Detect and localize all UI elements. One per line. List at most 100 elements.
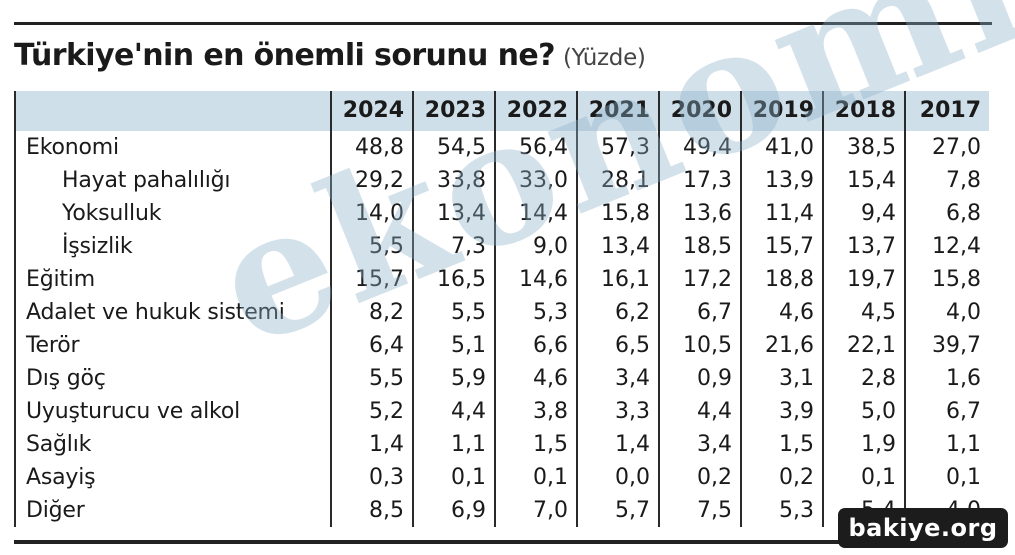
column-header: 2019 [740,91,823,131]
value-cell: 0,2 [740,461,823,494]
value-cell: 3,1 [740,362,823,395]
value-cell: 6,7 [904,395,989,428]
value-cell: 17,3 [658,164,741,197]
row-label: Adalet ve hukuk sistemi [14,296,331,329]
table-row: Adalet ve hukuk sistemi 8,2 5,5 5,3 6,2 6,7 4,… [14,296,989,329]
value-cell: 7,5 [658,494,741,527]
value-cell: 21,6 [740,329,823,362]
value-cell: 0,1 [822,461,905,494]
value-cell: 14,0 [330,197,413,230]
row-label: Yoksulluk [14,197,331,230]
table-row: Sağlık 1,4 1,1 1,5 1,4 3,4 1,5 1,9 1,1 [14,428,989,461]
value-cell: 7,0 [494,494,577,527]
value-cell: 0,0 [576,461,659,494]
table-row: İşsizlik 5,5 7,3 9,0 13,4 18,5 15,7 13,7 12,4 [14,230,989,263]
site-badge: bakiye.org [838,508,1008,548]
value-cell: 1,5 [740,428,823,461]
header-label-cell [14,91,331,131]
table-row: Hayat pahalılığı 29,2 33,8 33,0 28,1 17,3 13,9… [14,164,989,197]
value-cell: 4,4 [658,395,741,428]
value-cell: 14,4 [494,197,577,230]
value-cell: 17,2 [658,263,741,296]
value-cell: 5,2 [330,395,413,428]
row-label: Uyuşturucu ve alkol [14,395,331,428]
value-cell: 56,4 [494,131,577,164]
value-cell: 3,8 [494,395,577,428]
data-table: 2024 2023 2022 2021 2020 2019 2018 2017 … [14,91,989,527]
value-cell: 18,5 [658,230,741,263]
table-row: Yoksulluk 14,0 13,4 14,4 15,8 13,6 11,4 9,4 6,8 [14,197,989,230]
value-cell: 22,1 [822,329,905,362]
value-cell: 33,8 [412,164,495,197]
table-row: Ekonomi 48,8 54,5 56,4 57,3 49,4 41,0 38,5 27,0 [14,131,989,164]
table-row: Asayiş 0,3 0,1 0,1 0,0 0,2 0,2 0,1 0,1 [14,461,989,494]
value-cell: 12,4 [904,230,989,263]
value-cell: 4,4 [412,395,495,428]
value-cell: 5,0 [822,395,905,428]
value-cell: 8,2 [330,296,413,329]
value-cell: 0,3 [330,461,413,494]
value-cell: 6,5 [576,329,659,362]
value-cell: 3,4 [658,428,741,461]
row-label: Sağlık [14,428,331,461]
value-cell: 16,1 [576,263,659,296]
value-cell: 5,3 [740,494,823,527]
value-cell: 5,5 [330,362,413,395]
value-cell: 6,4 [330,329,413,362]
value-cell: 15,4 [822,164,905,197]
value-cell: 0,1 [494,461,577,494]
table-body: Ekonomi 48,8 54,5 56,4 57,3 49,4 41,0 38,5 27,0 H… [14,131,989,527]
value-cell: 1,1 [904,428,989,461]
value-cell: 15,8 [904,263,989,296]
value-cell: 6,9 [412,494,495,527]
value-cell: 5,9 [412,362,495,395]
value-cell: 4,5 [822,296,905,329]
value-cell: 13,4 [576,230,659,263]
value-cell: 13,6 [658,197,741,230]
value-cell: 57,3 [576,131,659,164]
value-cell: 38,5 [822,131,905,164]
value-cell: 2,8 [822,362,905,395]
table-row: Uyuşturucu ve alkol 5,2 4,4 3,8 3,3 4,4 3,9 5,0… [14,395,989,428]
table-header-row: 2024 2023 2022 2021 2020 2019 2018 2017 [14,91,989,131]
value-cell: 54,5 [412,131,495,164]
value-cell: 5,1 [412,329,495,362]
value-cell: 5,5 [330,230,413,263]
value-cell: 8,5 [330,494,413,527]
top-rule [14,22,992,25]
value-cell: 33,0 [494,164,577,197]
value-cell: 28,1 [576,164,659,197]
row-label: Asayiş [14,461,331,494]
row-label: Dış göç [14,362,331,395]
value-cell: 9,0 [494,230,577,263]
value-cell: 0,9 [658,362,741,395]
page-title: Türkiye'nin en önemli sorunu ne? [14,38,556,73]
value-cell: 1,4 [330,428,413,461]
value-cell: 5,7 [576,494,659,527]
value-cell: 14,6 [494,263,577,296]
column-header: 2021 [576,91,659,131]
value-cell: 13,4 [412,197,495,230]
value-cell: 39,7 [904,329,989,362]
table-row: Dış göç 5,5 5,9 4,6 3,4 0,9 3,1 2,8 1,6 [14,362,989,395]
column-header: 2024 [330,91,413,131]
page-subtitle: (Yüzde) [562,45,646,71]
value-cell: 3,9 [740,395,823,428]
value-cell: 6,2 [576,296,659,329]
value-cell: 19,7 [822,263,905,296]
value-cell: 4,0 [904,296,989,329]
value-cell: 4,6 [740,296,823,329]
row-label: Terör [14,329,331,362]
value-cell: 1,9 [822,428,905,461]
column-header: 2017 [904,91,989,131]
table-row: Terör 6,4 5,1 6,6 6,5 10,5 21,6 22,1 39,7 [14,329,989,362]
value-cell: 13,9 [740,164,823,197]
value-cell: 7,3 [412,230,495,263]
value-cell: 13,7 [822,230,905,263]
row-label: Ekonomi [14,131,331,164]
value-cell: 6,7 [658,296,741,329]
row-label: Diğer [14,494,331,527]
value-cell: 5,5 [412,296,495,329]
value-cell: 49,4 [658,131,741,164]
